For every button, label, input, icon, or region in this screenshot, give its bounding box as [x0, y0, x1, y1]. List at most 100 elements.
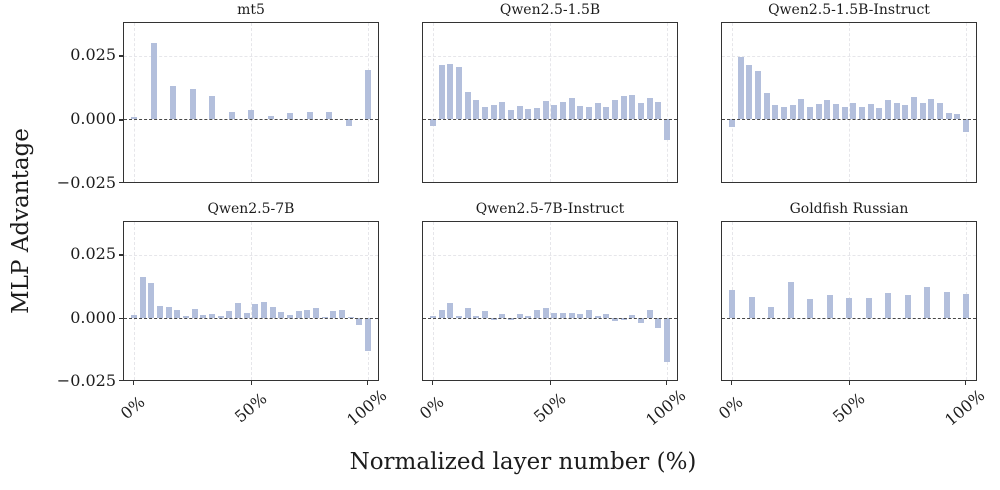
bar: [267, 115, 274, 120]
plot-area-qwen2.5-7b-instruct: [422, 221, 678, 381]
x-tick-mark: [965, 381, 967, 385]
bar: [781, 106, 787, 120]
zero-line: [722, 119, 976, 121]
x-tick-mark: [367, 381, 369, 385]
bar: [228, 112, 235, 120]
bar: [183, 315, 189, 318]
y-tick-mark: [119, 182, 123, 184]
bar: [943, 292, 950, 318]
bar: [620, 317, 627, 320]
bar: [551, 313, 558, 318]
vertical-gridline: [732, 23, 733, 182]
bar: [787, 282, 794, 318]
x-tick-mark: [133, 381, 135, 385]
bar: [499, 313, 506, 318]
bar: [516, 105, 523, 120]
bar: [629, 94, 636, 120]
y-tick-mark: [119, 55, 123, 57]
vertical-gridline: [134, 23, 135, 182]
bar: [295, 311, 302, 318]
bar: [954, 114, 961, 120]
bar: [464, 307, 471, 318]
bar: [170, 85, 176, 120]
bar: [729, 289, 735, 318]
bar: [525, 109, 532, 120]
vertical-gridline: [550, 23, 551, 182]
bar: [209, 95, 215, 120]
zero-line: [722, 317, 976, 319]
bar: [768, 306, 774, 318]
bar: [150, 42, 157, 120]
horizontal-gridline: [124, 55, 378, 57]
bar: [638, 102, 644, 120]
bar: [928, 98, 935, 120]
bar: [798, 98, 805, 120]
y-tick-label: 0.000: [70, 109, 116, 128]
bar: [330, 310, 337, 318]
bar: [508, 317, 514, 320]
bar: [826, 295, 833, 318]
bar: [200, 315, 207, 318]
bar: [594, 315, 601, 318]
x-tick-mark: [731, 381, 733, 385]
bar: [269, 306, 276, 318]
subplot-title-qwen2.5-1.5b-instruct: Qwen2.5-1.5B-Instruct: [768, 2, 930, 18]
y-tick-label: 0.025: [70, 244, 116, 263]
bar: [534, 310, 540, 318]
bar: [139, 277, 146, 318]
bar: [482, 310, 488, 318]
bar: [148, 283, 155, 318]
horizontal-gridline: [423, 55, 677, 57]
bar: [755, 71, 761, 120]
x-tick-label: 50%: [529, 388, 570, 427]
bar: [261, 301, 267, 318]
vertical-gridline: [667, 23, 668, 182]
zero-line: [423, 119, 677, 121]
bar: [464, 91, 471, 120]
bar: [551, 104, 558, 120]
bar: [252, 304, 259, 318]
bar: [924, 287, 930, 318]
bar: [482, 107, 488, 120]
bar: [824, 100, 831, 120]
bar: [490, 104, 497, 120]
bar: [287, 112, 293, 120]
bar: [664, 119, 670, 140]
plot-area-qwen2.5-1.5b-instruct: [721, 22, 977, 183]
y-tick-mark: [119, 119, 123, 121]
bar: [174, 310, 181, 318]
x-tick-label: 100%: [343, 385, 391, 430]
x-tick-mark: [666, 381, 668, 385]
bar: [603, 107, 610, 120]
bar: [165, 307, 172, 318]
plot-area-qwen2.5-7b: [123, 221, 379, 381]
bar: [904, 294, 911, 318]
bar: [430, 119, 436, 126]
bar: [248, 110, 254, 120]
bar: [473, 315, 480, 318]
zero-line: [124, 317, 378, 319]
plot-area-goldfish-russian: [721, 221, 977, 381]
bar: [902, 105, 909, 120]
zero-line: [124, 119, 378, 121]
bar: [287, 315, 293, 318]
x-axis-label: Normalized layer number (%): [349, 449, 697, 475]
x-tick-label: 0%: [714, 392, 747, 424]
bar: [226, 311, 233, 318]
bar: [937, 102, 943, 120]
x-tick-mark: [251, 381, 253, 385]
bar: [919, 103, 926, 120]
subplot-title-mt5: mt5: [237, 2, 265, 18]
bar: [893, 103, 900, 120]
plot-area-qwen2.5-1.5b: [422, 22, 678, 183]
bar: [646, 310, 653, 318]
bar: [772, 105, 779, 120]
x-tick-label: 100%: [941, 385, 989, 430]
bar: [729, 119, 735, 127]
zero-line: [423, 317, 677, 319]
bar: [525, 316, 532, 318]
bar: [833, 104, 839, 120]
bar: [577, 106, 584, 120]
y-tick-mark: [119, 380, 123, 382]
bar: [885, 99, 891, 120]
